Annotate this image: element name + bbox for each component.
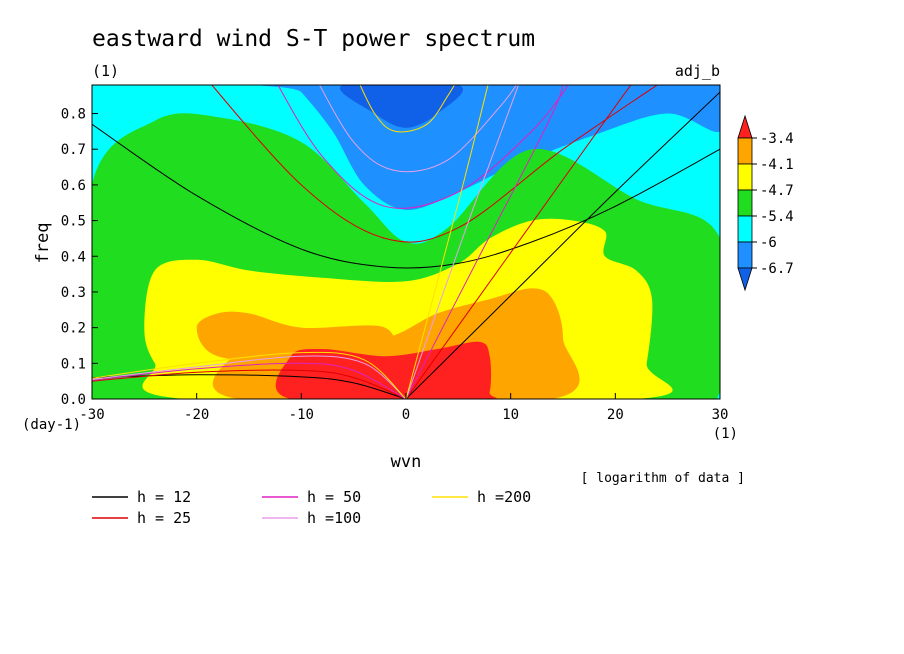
x-tick-label: 30 (712, 407, 729, 423)
x-tick-label: -30 (79, 407, 104, 423)
y-tick-label: 0.1 (61, 356, 86, 372)
colorbar-label: -6.7 (760, 261, 794, 277)
y-axis-unit: (day-1) (22, 417, 81, 433)
dispersion-curve-6 (277, 85, 569, 209)
chart-subtitle-left: (1) (92, 62, 119, 80)
x-tick-label: -10 (289, 407, 314, 423)
colorbar-label: -5.4 (760, 209, 794, 225)
legend-label: h = 12 (137, 488, 191, 506)
dispersion-curve-3 (211, 85, 659, 243)
colorbar-cell (737, 267, 753, 292)
x-tick-label: 0 (402, 407, 410, 423)
legend-label: h = 25 (137, 509, 191, 527)
dispersion-curves (92, 85, 720, 399)
colorbar-label: -4.7 (760, 183, 794, 199)
y-tick-label: 0.2 (61, 321, 86, 337)
legend-label: h = 50 (307, 488, 361, 506)
legend-label: h =200 (477, 488, 531, 506)
y-tick-label: 0.4 (61, 249, 86, 265)
colorbar-cell (737, 137, 753, 165)
colorbar-cell (737, 163, 753, 191)
y-tick-label: 0.0 (61, 392, 86, 408)
colorbar-label: -6 (760, 235, 777, 251)
chart-subtitle-right: adj_b (675, 62, 720, 80)
chart-title: eastward wind S-T power spectrum (92, 26, 535, 52)
dispersion-curve-7 (405, 85, 564, 399)
dispersion-curve-4 (92, 369, 407, 399)
dispersion-curve-10 (405, 85, 520, 399)
x-axis-unit: (1) (713, 426, 738, 442)
dispersion-curve-0 (92, 123, 720, 269)
log-note: [ logarithm of data ] (581, 471, 745, 486)
dispersion-curve-11 (92, 355, 407, 399)
y-tick-label: 0.5 (61, 214, 86, 230)
x-tick-label: 20 (607, 407, 624, 423)
y-axis-ticks: 0.0 0.1 0.2 0.3 0.4 0.5 0.6 0.7 0.8 (61, 107, 98, 408)
x-axis-label: wvn (391, 452, 422, 472)
colorbar-cell (737, 241, 753, 269)
dispersion-curve-9 (319, 85, 517, 173)
y-tick-label: 0.6 (61, 178, 86, 194)
colorbar-cell (737, 215, 753, 243)
dispersion-curve-13 (405, 85, 489, 399)
contour-region-1 (261, 85, 720, 210)
x-tick-label: 10 (502, 407, 519, 423)
dispersion-curve-2 (405, 91, 720, 399)
y-tick-label: 0.7 (61, 142, 86, 158)
y-tick-label: 0.3 (61, 285, 86, 301)
contour-region-2 (340, 85, 463, 128)
colorbar-cell (737, 189, 753, 217)
y-tick-label: 0.8 (61, 107, 86, 123)
legend: h = 12 h = 25 h = 50 h =100 h =200 (92, 488, 531, 527)
contour-regions (92, 85, 720, 399)
legend-label: h =100 (307, 509, 361, 527)
y-axis-label: freq (33, 223, 53, 264)
colorbar-cell (737, 114, 753, 139)
colorbar-label: -3.4 (760, 131, 794, 147)
x-tick-label: -20 (184, 407, 209, 423)
x-axis-ticks: -30 -20 -10 0 10 20 30 (79, 393, 728, 423)
colorbar: -3.4 -4.1 -4.7 -5.4 -6 -6.7 (737, 114, 794, 292)
dispersion-curve-14 (92, 351, 407, 399)
contour-region-3 (593, 85, 647, 96)
dispersion-curve-8 (92, 362, 407, 399)
dispersion-curve-12 (359, 85, 455, 133)
colorbar-label: -4.1 (760, 157, 794, 173)
dispersion-curve-5 (405, 85, 632, 399)
